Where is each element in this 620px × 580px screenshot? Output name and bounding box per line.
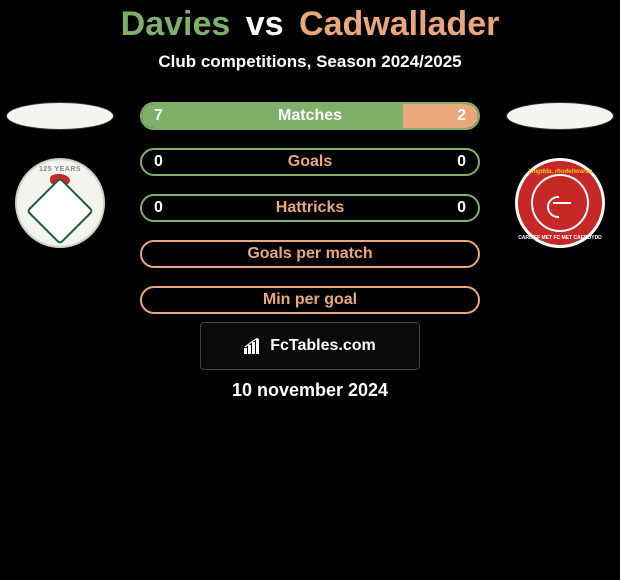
bar-chart-icon (244, 338, 264, 354)
stat-bar-mpg: Min per goal (140, 286, 480, 314)
stats-column: Matches 7 2 Goals 0 0 Hattricks 0 0 Goals per mat… (115, 102, 505, 314)
crest-left-shield-icon (26, 177, 94, 245)
page-title: Davies vs Cadwallader (121, 5, 500, 44)
stat-label: Min per goal (263, 291, 357, 309)
stat-bar-hattricks: Hattricks 0 0 (140, 194, 480, 222)
stat-value-left: 0 (154, 153, 163, 171)
crest-left-banner: 125 YEARS (39, 166, 81, 173)
stat-value-left: 0 (154, 199, 163, 217)
date-text: 10 november 2024 (232, 380, 388, 401)
stat-value-right: 0 (457, 153, 466, 171)
stat-label: Hattricks (276, 199, 344, 217)
stat-bar-goals: Goals 0 0 (140, 148, 480, 176)
stat-bar-gpm: Goals per match (140, 240, 480, 268)
stat-label: Goals (288, 153, 332, 171)
player2-name: Cadwallader (299, 5, 499, 43)
player1-crest: 125 YEARS (15, 158, 105, 248)
stat-value-right: 2 (457, 107, 466, 125)
archer-icon (545, 188, 575, 218)
player2-crest: Ymgdda, rhodehwarae CARDIFF MET FC MET C… (515, 158, 605, 248)
stat-bar-matches: Matches 7 2 (140, 102, 480, 130)
comparison-card: Davies vs Cadwallader Club competitions,… (0, 0, 620, 401)
vs-text: vs (246, 5, 284, 43)
left-column: 125 YEARS (5, 102, 115, 314)
fctables-branding[interactable]: FcTables.com (200, 322, 420, 370)
player1-name: Davies (121, 5, 231, 43)
subtitle: Club competitions, Season 2024/2025 (158, 52, 461, 72)
player1-ellipse (6, 102, 114, 130)
crest-right-ring-icon (531, 174, 589, 232)
player2-ellipse (506, 102, 614, 130)
stat-fill-left (142, 104, 403, 128)
stat-label: Goals per match (247, 245, 372, 263)
main-content: 125 YEARS Matches72Goals00Hattricks00Goa… (0, 102, 620, 314)
stat-fill-right (403, 104, 478, 128)
crest-right-club: CARDIFF MET FC MET CAERDYDD (518, 235, 602, 241)
right-column: Ymgdda, rhodehwarae CARDIFF MET FC MET C… (505, 102, 615, 314)
stat-value-left: 7 (154, 107, 163, 125)
fctables-text: FcTables.com (270, 337, 376, 355)
stat-label: Matches (278, 107, 342, 125)
stat-value-right: 0 (457, 199, 466, 217)
